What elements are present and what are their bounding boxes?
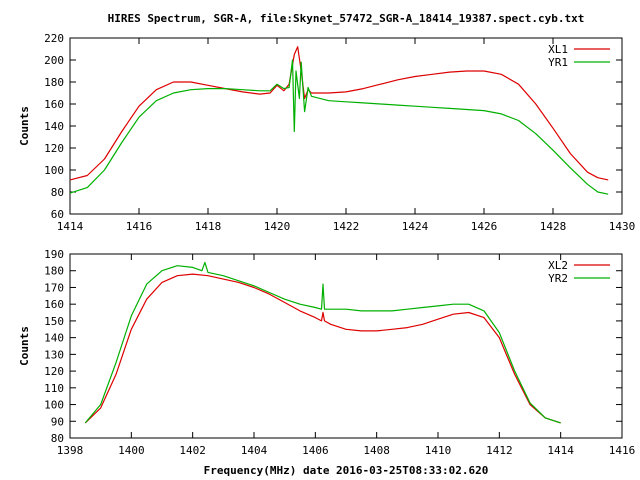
y-tick-label: 160 (44, 98, 64, 111)
legend-label-xl2: XL2 (548, 259, 568, 272)
y-tick-label: 140 (44, 332, 64, 345)
x-tick-label: 1410 (425, 444, 452, 457)
y-tick-label: 100 (44, 399, 64, 412)
x-tick-label: 1422 (333, 220, 360, 233)
x-tick-label: 1428 (540, 220, 567, 233)
y-tick-label: 180 (44, 265, 64, 278)
series-line-yr1 (69, 59, 609, 195)
y-tick-label: 200 (44, 54, 64, 67)
figure-title: HIRES Spectrum, SGR-A, file:Skynet_57472… (108, 12, 585, 25)
bottom-plot: 1398 1400 1402 1404 1406 1408 1410 1412 1414 1416… (18, 248, 635, 457)
top-plot: 1414 1416 1418 1420 1422 1424 1426 1428 1430 60 80… (18, 32, 635, 233)
x-axis-label: Frequency(MHz) date 2016-03-25T08:33:02.… (204, 464, 489, 477)
x-tick-label: 1420 (264, 220, 291, 233)
y-tick-label: 80 (51, 432, 64, 445)
plot-frame (69, 253, 623, 439)
series-line-xl2 (84, 273, 561, 424)
y-tick-label: 190 (44, 248, 64, 261)
y-tick-label: 100 (44, 164, 64, 177)
y-tick-label: 80 (51, 186, 64, 199)
legend-label-yr1: YR1 (548, 56, 568, 69)
x-tick-label: 1400 (118, 444, 145, 457)
series-line-yr2 (84, 261, 561, 424)
x-tick-label: 1402 (179, 444, 206, 457)
y-tick-label: 170 (44, 281, 64, 294)
x-tick-label: 1424 (402, 220, 429, 233)
y-tick-label: 90 (51, 415, 64, 428)
y-tick-label: 130 (44, 348, 64, 361)
x-tick-label: 1416 (126, 220, 153, 233)
series-line-xl1 (69, 46, 609, 181)
y-tick-label: 120 (44, 142, 64, 155)
y-tick-label: 120 (44, 365, 64, 378)
y-tick-label: 150 (44, 315, 64, 328)
x-tick-label: 1398 (57, 444, 84, 457)
y-tick-label: 110 (44, 382, 64, 395)
y-tick-label: 60 (51, 208, 64, 221)
x-tick-label: 1418 (195, 220, 222, 233)
legend-label-yr2: YR2 (548, 272, 568, 285)
plot-frame (69, 37, 623, 215)
x-tick-label: 1414 (547, 444, 574, 457)
x-tick-label: 1430 (609, 220, 636, 233)
x-tick-label: 1404 (241, 444, 268, 457)
y-tick-label: 140 (44, 120, 64, 133)
y-axis-label: Counts (18, 106, 31, 146)
y-tick-label: 220 (44, 32, 64, 45)
legend-label-xl1: XL1 (548, 43, 568, 56)
x-tick-label: 1416 (609, 444, 636, 457)
x-tick-label: 1412 (486, 444, 513, 457)
y-tick-label: 180 (44, 76, 64, 89)
y-tick-label: 160 (44, 298, 64, 311)
x-tick-label: 1426 (471, 220, 498, 233)
x-tick-label: 1406 (302, 444, 329, 457)
y-axis-label: Counts (18, 326, 31, 366)
x-tick-label: 1414 (57, 220, 84, 233)
x-tick-label: 1408 (363, 444, 390, 457)
